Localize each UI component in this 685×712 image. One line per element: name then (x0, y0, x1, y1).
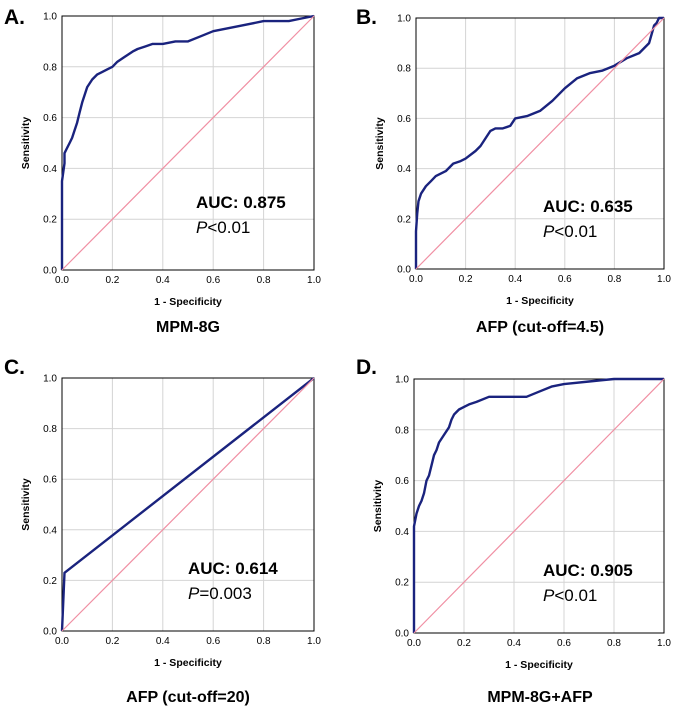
auc-annotation: AUC: 0.614 (188, 559, 278, 578)
x-tick-label: 1.0 (657, 638, 671, 649)
y-tick-label: 0.2 (397, 214, 411, 225)
x-tick-label: 0.2 (105, 636, 119, 647)
y-tick-label: 0.6 (43, 475, 57, 486)
y-axis-label: Sensitivity (374, 117, 386, 170)
x-tick-label: 0.6 (206, 636, 220, 647)
y-axis-label: Sensitivity (20, 478, 32, 531)
y-tick-label: 0.0 (395, 629, 409, 640)
plot-frame (413, 378, 665, 634)
panel-a-caption: MPM-8G (156, 319, 220, 336)
x-tick-label: 0.6 (206, 275, 220, 286)
x-axis-label: 1 - Specificity (506, 295, 574, 307)
reference-diagonal-line (61, 377, 315, 632)
panel-d-letter: D. (356, 356, 377, 379)
y-tick-label: 0.4 (43, 164, 57, 175)
panel-a-letter: A. (4, 6, 25, 29)
y-tick-label: 0.8 (397, 64, 411, 75)
x-tick-label: 1.0 (657, 274, 671, 285)
p-value-annotation: P<0.01 (543, 586, 597, 605)
x-tick-label: 0.4 (156, 275, 170, 286)
x-tick-label: 1.0 (307, 275, 321, 286)
p-symbol: P (543, 586, 555, 605)
x-tick-label: 0.2 (457, 638, 471, 649)
y-tick-label: 0.2 (43, 215, 57, 226)
y-tick-label: 1.0 (395, 375, 409, 386)
y-tick-label: 0.6 (397, 114, 411, 125)
panel-b-caption: AFP (cut-off=4.5) (476, 319, 604, 336)
y-tick-label: 0.8 (395, 425, 409, 436)
panel-d-caption: MPM-8G+AFP (487, 689, 593, 706)
y-tick-label: 0.4 (397, 164, 411, 175)
p-value: <0.01 (554, 222, 597, 241)
x-tick-label: 0.8 (257, 636, 271, 647)
x-tick-label: 0.0 (407, 638, 421, 649)
reference-diagonal-line (413, 378, 665, 634)
panel-c-letter: C. (4, 356, 25, 379)
y-tick-label: 0.0 (397, 265, 411, 276)
plot-frame (61, 15, 315, 271)
y-tick-label: 0.2 (43, 576, 57, 587)
x-tick-label: 0.4 (508, 274, 522, 285)
p-symbol: P (188, 584, 200, 603)
y-tick-label: 1.0 (397, 14, 411, 25)
p-symbol: P (543, 222, 555, 241)
auc-annotation: AUC: 0.875 (196, 193, 286, 212)
plot-frame (61, 377, 315, 632)
y-tick-label: 0.4 (395, 527, 409, 538)
x-tick-label: 0.4 (507, 638, 521, 649)
y-tick-label: 0.0 (43, 266, 57, 277)
y-axis-label: Sensitivity (20, 117, 32, 170)
x-axis-label: 1 - Specificity (154, 296, 222, 308)
x-axis-label: 1 - Specificity (505, 659, 573, 671)
reference-diagonal-line (61, 15, 315, 271)
y-tick-label: 0.6 (395, 476, 409, 487)
x-tick-label: 0.0 (55, 275, 69, 286)
y-axis-label: Sensitivity (372, 480, 384, 533)
panel-b-letter: B. (356, 6, 377, 29)
x-tick-label: 1.0 (307, 636, 321, 647)
roc-curve (412, 377, 664, 633)
roc-curve (414, 16, 664, 269)
p-symbol: P (196, 218, 208, 237)
panel-c-caption: AFP (cut-off=20) (126, 689, 250, 706)
x-tick-label: 0.8 (257, 275, 271, 286)
y-tick-label: 0.0 (43, 627, 57, 638)
plot-frame (415, 17, 665, 270)
x-tick-label: 0.6 (558, 274, 572, 285)
y-tick-label: 0.8 (43, 62, 57, 73)
y-tick-label: 0.4 (43, 525, 57, 536)
p-value: =0.003 (199, 584, 251, 603)
reference-diagonal-line (415, 17, 665, 270)
p-value: <0.01 (207, 218, 250, 237)
y-tick-label: 0.2 (395, 578, 409, 589)
p-value-annotation: P<0.01 (196, 218, 250, 237)
x-tick-label: 0.8 (607, 274, 621, 285)
panel-c: C. 0.0 0.2 0.4 0.6 0.8 1.0 0.0 0.2 0.4 0.6 0.8 1.0 1… (4, 356, 321, 706)
panel-a: A. 0.0 0.2 0.4 0.6 0.8 1.0 0.0 0.2 0.4 0.6 0.8 1.0 1… (4, 6, 321, 336)
p-value: <0.01 (554, 586, 597, 605)
panel-d: D. 0.0 0.2 0.4 0.6 0.8 1.0 0.0 0.2 0.4 0.6 0.8 1.0 1… (356, 356, 671, 706)
x-tick-label: 0.6 (557, 638, 571, 649)
auc-annotation: AUC: 0.905 (543, 561, 633, 580)
p-value-annotation: P=0.003 (188, 584, 252, 603)
y-tick-label: 0.8 (43, 424, 57, 435)
p-value-annotation: P<0.01 (543, 222, 597, 241)
x-tick-label: 0.2 (459, 274, 473, 285)
auc-annotation: AUC: 0.635 (543, 197, 633, 216)
y-tick-label: 1.0 (43, 12, 57, 23)
roc-curve (60, 14, 315, 270)
roc-curve (60, 377, 315, 632)
panel-b: B. 0.0 0.2 0.4 0.6 0.8 1.0 0.0 0.2 0.4 0.6 0.8 1.0 1… (356, 6, 671, 336)
x-tick-label: 0.0 (409, 274, 423, 285)
y-tick-label: 1.0 (43, 374, 57, 385)
x-tick-label: 0.8 (607, 638, 621, 649)
x-tick-label: 0.2 (105, 275, 119, 286)
x-tick-label: 0.0 (55, 636, 69, 647)
x-tick-label: 0.4 (156, 636, 170, 647)
y-tick-label: 0.6 (43, 113, 57, 124)
x-axis-label: 1 - Specificity (154, 657, 222, 669)
